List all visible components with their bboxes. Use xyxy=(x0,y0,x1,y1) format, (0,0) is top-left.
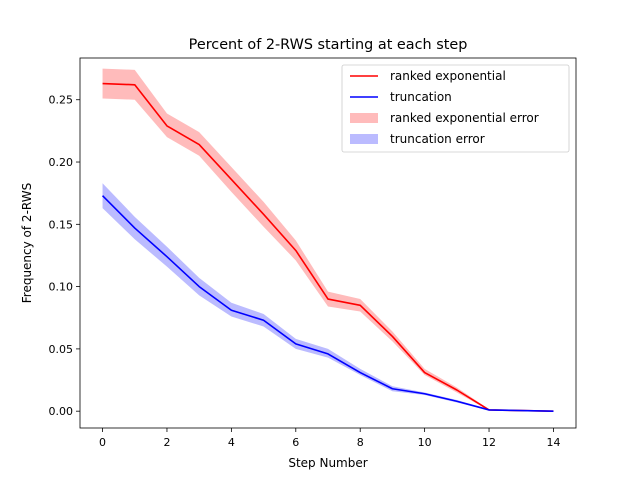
legend: ranked exponential truncation ranked expon… xyxy=(341,64,570,153)
legend-patch-swatch xyxy=(350,113,378,123)
series-line-1 xyxy=(101,195,554,412)
chart-title: Percent of 2-RWS starting at each step xyxy=(189,37,468,53)
x-axis: 0 2 4 6 8 10 12 14 xyxy=(99,428,560,449)
x-tick-label: 14 xyxy=(546,436,560,449)
x-tick-label: 8 xyxy=(357,436,364,449)
x-tick-label: 6 xyxy=(292,436,299,449)
error-bands xyxy=(102,68,554,412)
legend-entry-label: ranked exponential xyxy=(390,69,506,83)
y-tick-label: 0.20 xyxy=(49,156,74,169)
series-line-0 xyxy=(102,82,554,412)
legend-box xyxy=(341,64,570,153)
legend-patch-swatch xyxy=(350,134,378,144)
x-tick-label: 12 xyxy=(482,436,496,449)
plot-area-frame xyxy=(79,57,577,429)
legend-entry-label: truncation xyxy=(390,90,452,104)
y-tick-label: 0.10 xyxy=(49,281,74,294)
error-band-0 xyxy=(102,68,554,412)
legend-entry-label: ranked exponential error xyxy=(390,111,539,125)
y-axis-label: Frequency of 2-RWS xyxy=(20,183,34,304)
y-tick-label: 0.25 xyxy=(49,94,74,107)
x-tick-label: 4 xyxy=(228,436,235,449)
x-axis-label: Step Number xyxy=(288,456,367,470)
y-tick-label: 0.15 xyxy=(49,218,74,231)
y-tick-label: 0.00 xyxy=(49,405,74,418)
x-tick-label: 2 xyxy=(163,436,170,449)
x-tick-label: 10 xyxy=(418,436,432,449)
y-tick-label: 0.05 xyxy=(49,343,74,356)
legend-entry-label: truncation error xyxy=(390,132,485,146)
y-axis: 0.00 0.05 0.10 0.15 0.20 0.25 xyxy=(49,94,80,418)
series-lines xyxy=(101,82,554,412)
x-tick-label: 0 xyxy=(99,436,106,449)
